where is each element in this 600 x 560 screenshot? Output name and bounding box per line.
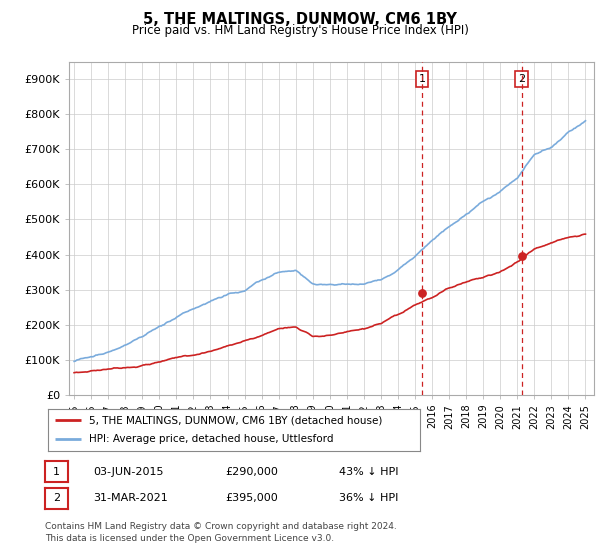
Text: 1: 1: [419, 74, 425, 84]
Text: £395,000: £395,000: [225, 493, 278, 503]
Text: 2: 2: [518, 74, 525, 84]
Text: 5, THE MALTINGS, DUNMOW, CM6 1BY (detached house): 5, THE MALTINGS, DUNMOW, CM6 1BY (detach…: [89, 415, 382, 425]
Text: 03-JUN-2015: 03-JUN-2015: [93, 466, 163, 477]
Text: 31-MAR-2021: 31-MAR-2021: [93, 493, 168, 503]
Text: 5, THE MALTINGS, DUNMOW, CM6 1BY: 5, THE MALTINGS, DUNMOW, CM6 1BY: [143, 12, 457, 27]
Text: HPI: Average price, detached house, Uttlesford: HPI: Average price, detached house, Uttl…: [89, 435, 334, 445]
Text: 1: 1: [53, 466, 60, 477]
Text: Contains HM Land Registry data © Crown copyright and database right 2024.
This d: Contains HM Land Registry data © Crown c…: [45, 522, 397, 543]
Point: [517, 252, 526, 261]
Text: £290,000: £290,000: [225, 466, 278, 477]
Text: 43% ↓ HPI: 43% ↓ HPI: [339, 466, 398, 477]
Text: 2: 2: [53, 493, 60, 503]
Text: 36% ↓ HPI: 36% ↓ HPI: [339, 493, 398, 503]
Point: [418, 288, 427, 297]
Text: Price paid vs. HM Land Registry's House Price Index (HPI): Price paid vs. HM Land Registry's House …: [131, 24, 469, 37]
